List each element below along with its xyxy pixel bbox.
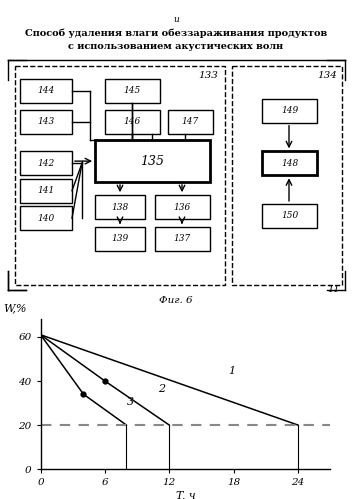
Bar (155, 227, 210, 251)
Text: 3: 3 (126, 397, 133, 407)
Text: 145: 145 (124, 86, 141, 95)
Bar (95, 227, 145, 251)
Bar (105, 110, 160, 134)
Text: 143: 143 (37, 117, 55, 126)
Bar (262, 99, 317, 123)
Text: 149: 149 (281, 106, 298, 115)
Bar (20, 110, 72, 134)
Text: Фиг. 6: Фиг. 6 (159, 296, 193, 305)
Bar (262, 151, 317, 175)
Bar (20, 206, 72, 230)
Bar (232, 66, 342, 285)
Text: 148: 148 (281, 159, 298, 168)
Bar (95, 195, 145, 219)
Bar (168, 110, 213, 134)
Bar (20, 179, 72, 203)
Text: 135: 135 (140, 155, 164, 168)
Text: 140: 140 (37, 214, 55, 223)
Bar (262, 204, 317, 228)
Text: 136: 136 (174, 203, 191, 212)
Text: Способ удаления влаги обеззараживания продуктов: Способ удаления влаги обеззараживания пр… (25, 28, 327, 37)
Text: с использованием акустических волн: с использованием акустических волн (68, 41, 283, 50)
Bar (155, 195, 210, 219)
Text: 133: 133 (198, 71, 218, 80)
Text: 147: 147 (182, 117, 199, 126)
Text: 2: 2 (158, 384, 166, 394)
Text: 134: 134 (317, 71, 337, 80)
Text: 150: 150 (281, 212, 298, 221)
Text: 142: 142 (37, 159, 55, 168)
Text: 139: 139 (112, 235, 128, 244)
Text: 146: 146 (124, 117, 141, 126)
Text: 144: 144 (37, 86, 55, 95)
Bar (105, 79, 160, 103)
Text: 11: 11 (328, 285, 340, 294)
Text: 138: 138 (112, 203, 128, 212)
Text: 137: 137 (174, 235, 191, 244)
Bar (20, 151, 72, 175)
Text: 1: 1 (228, 366, 235, 376)
X-axis label: T, ч: T, ч (175, 490, 195, 499)
Bar (95, 140, 210, 182)
Text: и: и (173, 15, 179, 24)
Y-axis label: W,%: W,% (3, 303, 26, 313)
Bar (20, 79, 72, 103)
Text: 141: 141 (37, 186, 55, 195)
Bar (15, 66, 225, 285)
